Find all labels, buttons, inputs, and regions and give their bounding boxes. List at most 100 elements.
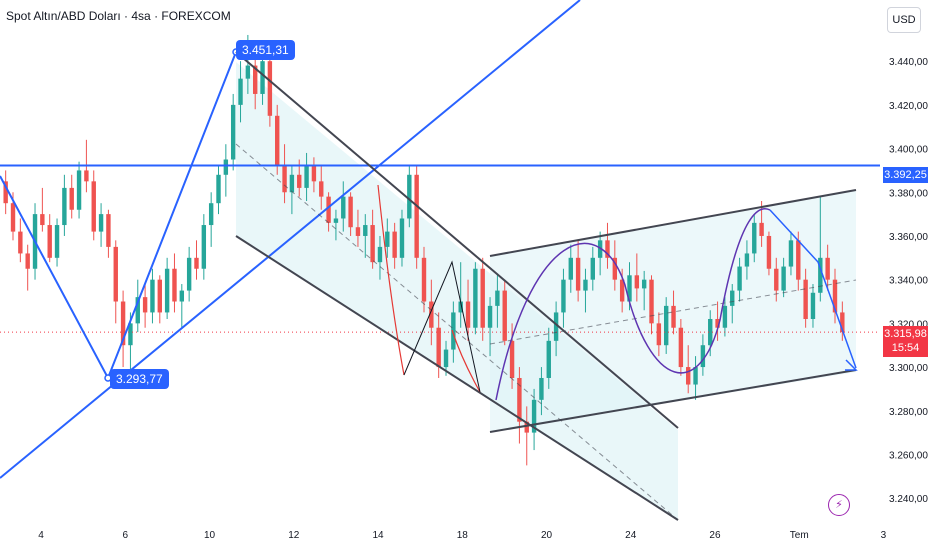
x-tick-label: 26 — [709, 530, 721, 541]
candle-body — [3, 181, 8, 204]
candle-body — [392, 231, 397, 258]
candle-body — [120, 301, 126, 346]
candle-body — [157, 279, 162, 313]
candle-body — [135, 297, 140, 324]
x-tick-label: 3 — [881, 530, 887, 541]
candle-body — [429, 301, 434, 328]
candle-body — [62, 187, 67, 226]
candle-body — [47, 225, 52, 258]
candle-body — [568, 257, 573, 280]
candle-body — [414, 174, 419, 258]
y-tick-label: 3.380,00 — [889, 188, 928, 199]
candle-body — [722, 305, 728, 328]
candle-body — [326, 196, 331, 223]
x-tick-label: 6 — [123, 530, 129, 541]
candle-body — [355, 227, 361, 236]
candle-body — [18, 231, 23, 254]
x-tick-label: 14 — [372, 530, 384, 541]
candle-body — [179, 290, 185, 302]
candle-body — [803, 279, 808, 319]
x-tick-label: 10 — [204, 530, 216, 541]
candle-body — [399, 218, 405, 258]
x-tick-label: 4 — [38, 530, 44, 541]
candle-body — [553, 312, 559, 341]
candle-body — [194, 257, 199, 269]
candle-body — [539, 377, 544, 400]
candle-body — [407, 174, 412, 219]
candle-body — [304, 166, 309, 188]
candle-body — [252, 65, 258, 94]
candle-body — [341, 196, 346, 219]
candle-body — [238, 78, 243, 105]
currency-button[interactable]: USD — [887, 7, 921, 33]
descending-channel-upper — [235, 51, 679, 429]
candle-body — [752, 222, 757, 254]
candle-body — [443, 349, 449, 368]
candle-body — [164, 268, 170, 313]
candle-body — [385, 231, 390, 247]
y-tick-label: 3.340,00 — [889, 276, 928, 287]
candle-body — [436, 327, 441, 368]
candle-body — [641, 279, 647, 289]
candle-body — [465, 301, 471, 328]
lightning-icon[interactable]: ⚡ — [828, 494, 850, 516]
last-price-tag: 3.315,98 15:54 — [883, 326, 928, 357]
x-axis: 4610121418202426Tem35911151719 — [38, 530, 887, 541]
y-tick-label: 3.420,00 — [889, 101, 928, 112]
resistance-price-tag: 3.392,25 — [883, 167, 928, 183]
candle-body — [495, 290, 500, 306]
candle-body — [693, 367, 698, 385]
projection-path — [769, 209, 857, 369]
red-arc-2 — [451, 329, 481, 393]
candle-body — [370, 225, 375, 263]
black-zigzag — [403, 260, 481, 393]
candle-body — [223, 159, 229, 175]
candle-body — [766, 235, 772, 269]
y-tick-label: 3.300,00 — [889, 363, 928, 374]
candle-body — [715, 318, 720, 328]
candle-body — [700, 345, 706, 368]
candle-body — [774, 268, 779, 291]
ascending-channel-upper — [489, 189, 857, 257]
candle-body — [781, 266, 786, 291]
red-arc-1 — [377, 184, 405, 376]
candle-body — [810, 292, 816, 319]
candle-body — [260, 61, 265, 94]
x-tick-label: Tem — [790, 530, 809, 541]
x-tick-label: 24 — [625, 530, 637, 541]
candle-body — [76, 170, 82, 210]
y-tick-label: 3.280,00 — [889, 407, 928, 418]
candle-body — [612, 257, 618, 280]
candle-body — [531, 399, 537, 433]
candle-body — [54, 225, 60, 258]
candle-body — [825, 257, 830, 280]
candle-body — [91, 181, 96, 232]
candle-body — [627, 275, 632, 302]
candle-body — [216, 174, 221, 204]
candle-body — [25, 253, 30, 269]
candle-body — [546, 340, 551, 378]
rising-trendline — [0, 0, 581, 479]
candle-body — [473, 268, 478, 328]
candle-body — [245, 65, 251, 79]
projection-arrowhead — [845, 359, 858, 371]
candle-body — [142, 297, 148, 313]
candle-body — [730, 290, 735, 306]
candle-body — [561, 279, 566, 313]
bar-countdown: 15:54 — [891, 342, 920, 354]
candle-body — [818, 257, 823, 293]
descending-channel-mid — [235, 143, 679, 521]
candle-body — [150, 279, 155, 313]
x-tick-label: 12 — [288, 530, 300, 541]
candle-body — [686, 367, 691, 385]
y-axis: 3.240,00 3.260,00 3.280,00 3.300,00 3.320,00… — [889, 57, 928, 505]
candle-body — [788, 240, 794, 267]
descending-channel-lower — [235, 235, 679, 521]
candle-body — [480, 268, 485, 328]
candle-body — [201, 225, 207, 269]
candle-body — [451, 312, 456, 350]
candle-body — [363, 225, 368, 236]
candle-body — [590, 257, 596, 280]
last-price-value: 3.315,98 — [884, 328, 927, 340]
